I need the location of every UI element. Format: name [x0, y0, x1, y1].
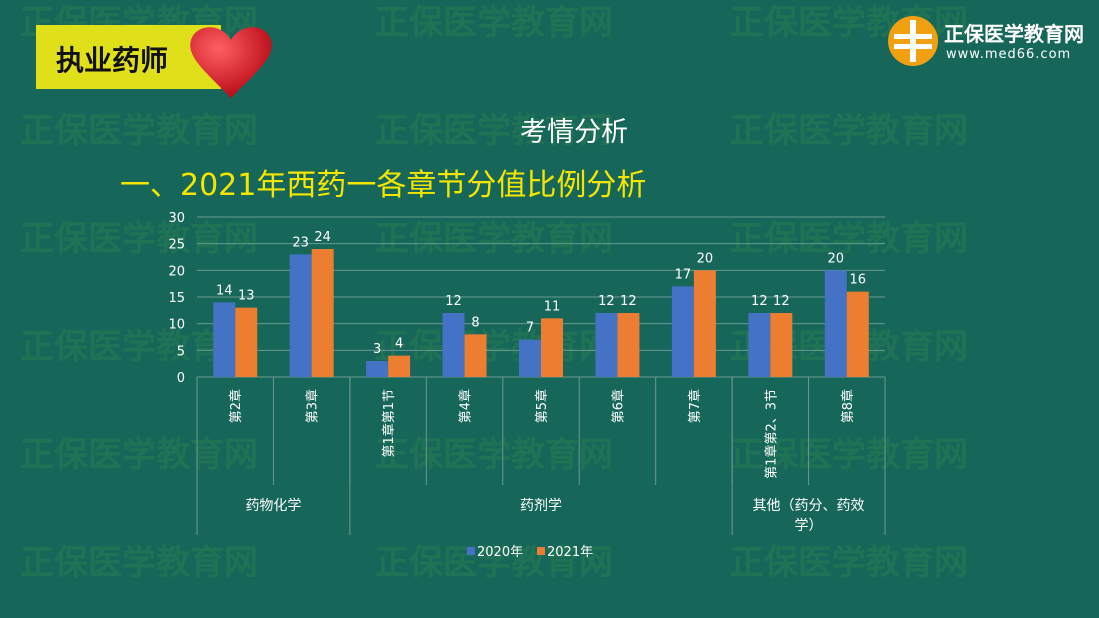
- x-tick-label: 第1章第1节: [381, 389, 397, 458]
- heart-icon: [190, 27, 272, 98]
- group-label: 学）: [795, 518, 823, 534]
- legend-label: 2020年: [477, 545, 523, 560]
- data-label: 3: [373, 342, 381, 357]
- bar-2021年: [311, 249, 334, 377]
- y-tick-label: 20: [168, 264, 185, 279]
- bar-2021年: [617, 313, 640, 377]
- data-label: 20: [828, 251, 845, 266]
- bar-2021年: [235, 307, 258, 377]
- x-tick-label: 第6章: [610, 389, 626, 423]
- bar-2020年: [519, 339, 541, 377]
- group-label: 其他（药分、药效: [753, 498, 865, 514]
- logo-name: 正保医学教育网: [944, 22, 1084, 46]
- bar-2021年: [770, 313, 793, 377]
- logo-icon: [888, 16, 938, 66]
- y-tick-label: 0: [177, 371, 185, 386]
- data-label: 14: [216, 283, 233, 298]
- bar-2020年: [671, 286, 694, 377]
- badge-text: 执业药师: [56, 44, 169, 77]
- page-title: 一、2021年西药一各章节分值比例分析: [120, 168, 647, 203]
- x-tick-label: 第5章: [534, 389, 550, 423]
- y-tick-label: 10: [168, 318, 185, 333]
- data-label: 23: [292, 235, 309, 250]
- data-label: 20: [697, 251, 714, 266]
- course-badge: 执业药师: [36, 25, 221, 89]
- x-tick-label: 第4章: [458, 389, 474, 423]
- data-label: 17: [675, 267, 692, 282]
- data-label: 11: [544, 299, 561, 314]
- y-tick-label: 30: [168, 211, 185, 226]
- data-label: 7: [526, 321, 534, 336]
- x-tick-label: 第3章: [305, 389, 321, 423]
- data-label: 12: [620, 294, 637, 309]
- bar-2020年: [824, 270, 847, 377]
- data-label: 16: [850, 273, 867, 288]
- data-label: 8: [471, 315, 479, 330]
- data-label: 12: [751, 294, 768, 309]
- section-subtitle: 考情分析: [520, 117, 628, 148]
- bar-2021年: [388, 355, 411, 377]
- bar-2020年: [595, 313, 618, 377]
- data-label: 12: [445, 294, 462, 309]
- data-label: 13: [238, 289, 255, 304]
- bar-2020年: [213, 302, 236, 377]
- x-tick-label: 第7章: [687, 389, 703, 423]
- bar-2020年: [748, 313, 771, 377]
- data-label: 12: [773, 294, 790, 309]
- logo-url: www.med66.com: [946, 47, 1072, 62]
- x-tick-label: 第8章: [840, 389, 856, 423]
- data-label: 4: [395, 337, 403, 352]
- bar-2020年: [289, 254, 312, 377]
- bar-2021年: [846, 291, 869, 377]
- bar-2021年: [464, 334, 487, 377]
- legend-label: 2021年: [547, 545, 593, 560]
- y-tick-label: 5: [177, 344, 185, 359]
- bar-2020年: [442, 313, 465, 377]
- group-label: 药物化学: [245, 498, 301, 514]
- y-tick-label: 25: [168, 238, 185, 253]
- data-label: 24: [314, 230, 331, 245]
- bar-2021年: [693, 270, 716, 377]
- group-label: 药剂学: [520, 498, 562, 514]
- x-tick-label: 第1章第2、3节: [763, 389, 779, 479]
- data-label: 12: [598, 294, 615, 309]
- legend-swatch: [537, 547, 545, 555]
- bar-2021年: [541, 318, 563, 377]
- y-tick-label: 15: [168, 291, 185, 306]
- bar-2020年: [366, 361, 389, 377]
- x-tick-label: 第2章: [228, 389, 244, 423]
- legend-swatch: [467, 547, 475, 555]
